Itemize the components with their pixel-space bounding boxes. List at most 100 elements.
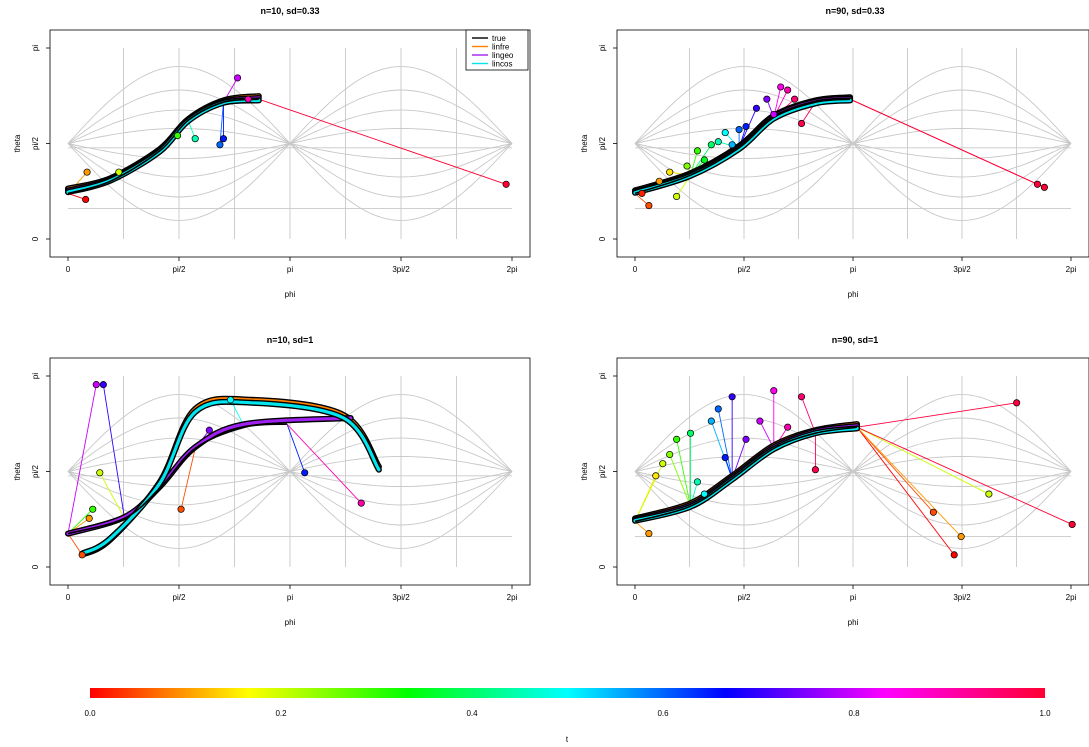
panel-title: n=10, sd=1 <box>267 335 314 345</box>
grid-curve <box>634 143 854 159</box>
data-point <box>83 168 91 176</box>
data-point <box>177 505 185 513</box>
colorbar-tick-label: 0.0 <box>84 709 96 718</box>
data-point <box>700 490 708 498</box>
grid-curve <box>289 471 513 487</box>
data-point <box>115 168 123 176</box>
residual-line <box>856 402 1017 428</box>
x-axis-label: phi <box>285 618 296 627</box>
panel-title: n=90, sd=1 <box>832 335 879 345</box>
data-point <box>673 435 681 443</box>
data-point <box>797 393 806 401</box>
grid-curve <box>67 109 291 144</box>
residual-line <box>717 408 733 479</box>
residual-line <box>801 396 816 434</box>
y-tick-label: pi/2 <box>598 465 607 478</box>
data-point <box>173 132 182 140</box>
grid-curve <box>289 417 513 472</box>
grid-curve <box>289 471 513 549</box>
grid-curve <box>852 143 1072 198</box>
y-tick-label: pi <box>598 373 607 379</box>
data-point <box>85 514 93 522</box>
data-point <box>652 472 660 480</box>
data-point <box>763 95 771 103</box>
grid-curve <box>289 437 513 472</box>
data-point <box>655 177 663 185</box>
y-tick-label: 0 <box>31 564 40 569</box>
data-point <box>219 135 228 143</box>
grid-curve <box>634 471 854 526</box>
grid-curve <box>852 394 1072 472</box>
grid-curve <box>67 89 291 144</box>
data-point <box>1033 180 1042 188</box>
residual-line <box>856 426 1073 525</box>
panel-4: n=90, sd=1 0 pi/2 pi 3pi/2 2pi 0 pi/2 pi phi thet… <box>580 335 1089 627</box>
colorbar-tick-label: 0.4 <box>466 709 478 718</box>
x-tick-label: pi/2 <box>173 593 186 602</box>
colorbar-gradient <box>90 688 1045 698</box>
x-tick-label: 2pi <box>1066 593 1077 602</box>
grid-curve <box>67 417 291 472</box>
grid-curve <box>852 456 1072 472</box>
x-tick-label: pi <box>287 593 293 602</box>
grid-curve <box>852 471 1072 526</box>
grid-curve <box>852 471 1072 506</box>
x-tick-label: pi <box>287 265 293 274</box>
grid-curve <box>289 143 513 221</box>
residual-line <box>286 423 362 504</box>
grid-curve <box>289 128 513 144</box>
point-links <box>634 390 1073 556</box>
data-point <box>777 83 785 91</box>
grid-curve <box>852 109 1072 144</box>
x-tick-label: 2pi <box>1066 265 1077 274</box>
y-axis-label: theta <box>580 462 589 480</box>
residual-line <box>856 426 955 556</box>
x-axis-label: phi <box>848 618 859 627</box>
y-tick-label: 0 <box>31 236 40 241</box>
panel-1: n=10, sd=0.33 0 pi/2 pi 3pi/2 2pi 0 pi/2 pi phi t… <box>13 6 531 299</box>
data-point <box>234 74 242 82</box>
legend-entry: linfre <box>492 43 510 52</box>
data-point <box>205 426 213 434</box>
residual-line <box>180 448 196 510</box>
grid-curve <box>634 143 854 178</box>
legend-entry: lincos <box>492 60 512 69</box>
colorbar-tick-label: 0.8 <box>848 709 860 718</box>
panel-2: n=90, sd=0.33 0 pi/2 pi 3pi/2 2pi 0 pi/2 pi phi t… <box>580 6 1089 299</box>
data-point <box>673 192 681 200</box>
y-tick-label: 0 <box>598 236 607 241</box>
x-tick-label: 3pi/2 <box>953 265 971 274</box>
residual-line <box>286 423 306 473</box>
data-point <box>244 95 252 103</box>
data-point <box>700 156 708 164</box>
fit-linfre <box>80 397 381 557</box>
data-point <box>797 119 806 128</box>
data-point <box>638 189 646 197</box>
colorbar: t 0.0 0.2 0.4 0.6 0.8 1.0 <box>84 688 1051 744</box>
true-curve <box>634 98 851 195</box>
fit-lincos <box>80 400 381 556</box>
y-tick-label: pi/2 <box>598 137 607 150</box>
colorbar-label: t <box>566 735 569 744</box>
x-tick-label: 3pi/2 <box>392 593 410 602</box>
grid-curve <box>67 143 291 198</box>
residual-line <box>856 426 934 513</box>
data-point <box>957 533 965 541</box>
x-tick-label: 2pi <box>507 593 518 602</box>
data-point <box>770 387 778 395</box>
data-point <box>756 417 764 425</box>
x-axis-label: phi <box>848 290 859 299</box>
grid-curve <box>634 471 854 506</box>
residual-line <box>849 98 1045 188</box>
legend-entry: lingeo <box>492 51 514 60</box>
data-point <box>728 141 736 149</box>
data-point <box>666 450 674 459</box>
grid-curve <box>852 143 1072 159</box>
grid-curve <box>634 471 854 487</box>
true-curve <box>634 426 858 523</box>
grid <box>67 376 513 567</box>
data-point <box>686 429 695 437</box>
y-tick-label: 0 <box>598 564 607 569</box>
